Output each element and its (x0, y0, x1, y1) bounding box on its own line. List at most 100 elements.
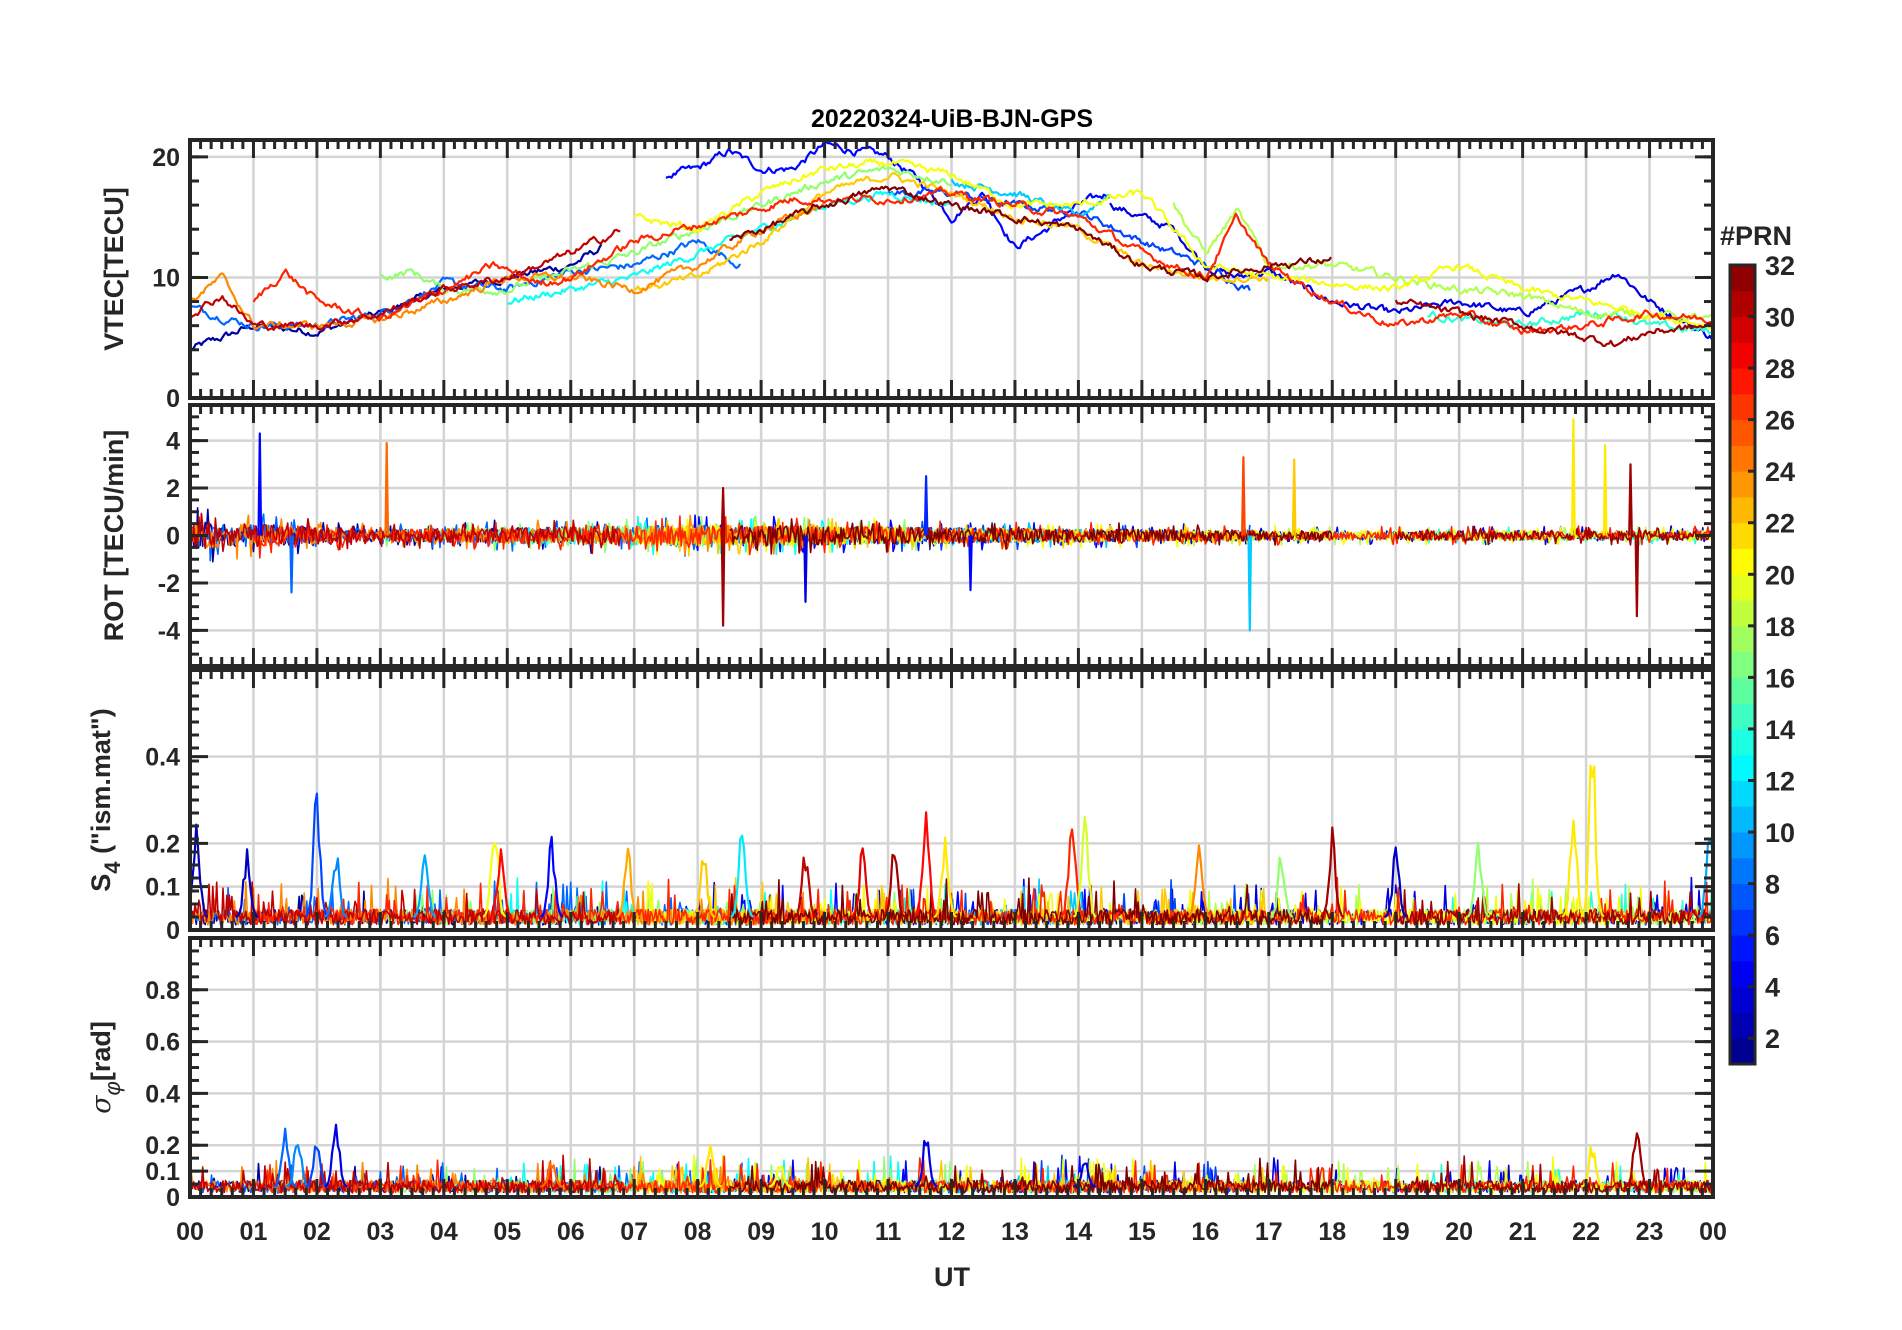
colorbar-band (1730, 471, 1755, 498)
y-tick-label: 0 (166, 1184, 180, 1212)
series-prn-31 (720, 486, 726, 536)
colorbar-band (1730, 728, 1755, 756)
colorbar-band (1730, 935, 1755, 962)
series-prn-27 (1059, 828, 1085, 918)
series-prn-29 (850, 847, 875, 918)
series-prn-8 (273, 1127, 298, 1188)
y-tick-label: 0.4 (145, 744, 180, 772)
y-axis-label: ROT [TECU/min] (99, 430, 129, 641)
x-tick-label: 16 (1191, 1218, 1219, 1246)
x-tick-label: 12 (938, 1218, 966, 1246)
colorbar-band (1730, 1038, 1755, 1065)
colorbar-band (1730, 522, 1755, 550)
series-prn-21 (1561, 819, 1586, 918)
y-label-subscript: φ (100, 1081, 125, 1095)
y-tick-label: -2 (158, 570, 180, 598)
y-tick-label: 20 (152, 144, 180, 172)
series-prn-32 (729, 185, 1332, 283)
colorbar-band (1730, 600, 1755, 627)
series-prn-25 (384, 441, 390, 536)
colorbar-band (1730, 960, 1755, 988)
colorbar-band (1730, 754, 1755, 781)
colorbar-band (1730, 1012, 1755, 1039)
series-prn-9 (286, 1144, 310, 1188)
x-tick-label: 22 (1572, 1218, 1600, 1246)
x-tick-label: 05 (493, 1218, 521, 1246)
x-tick-label: 06 (557, 1218, 585, 1246)
series-prn-31 (1394, 525, 1713, 546)
series-prn-8 (289, 535, 294, 594)
x-tick-label: 14 (1065, 1218, 1093, 1246)
series-prn-5 (257, 432, 263, 536)
y-tick-label: 2 (166, 475, 180, 503)
panel-sigma_phi: 00.10.2 0.4 0.6 0.8 σφ[rad] (86, 936, 1715, 1212)
colorbar-band (1730, 265, 1755, 292)
colorbar-tick-label: 14 (1765, 715, 1795, 745)
series-prn-20 (482, 842, 507, 918)
y-tick-label: 0 (166, 385, 180, 413)
series-prn-21 (933, 836, 958, 918)
series-prn-31 (1395, 1155, 1713, 1194)
x-tick-label: 10 (811, 1218, 839, 1246)
series-prn-21 (1580, 764, 1605, 918)
colorbar-frame (1728, 263, 1757, 1066)
x-axis-label: UT (934, 1262, 970, 1292)
colorbar-tick-label: 20 (1765, 560, 1795, 590)
series-prn-4 (323, 1123, 348, 1188)
colorbar-band (1730, 393, 1755, 421)
series-prn-17 (1269, 856, 1294, 918)
series-prn-21 (698, 1144, 723, 1188)
colorbar-tick-label: 10 (1765, 818, 1795, 848)
colorbar-tick-label: 2 (1765, 1024, 1780, 1054)
y-tick-label: -4 (158, 617, 180, 645)
x-tick-label: 19 (1382, 1218, 1410, 1246)
colorbar-band (1730, 832, 1755, 859)
y-label-rest: [rad] (86, 1021, 116, 1081)
colorbar-band (1730, 883, 1755, 910)
colorbar-tick-label: 26 (1765, 406, 1795, 436)
series-prn-31 (1394, 883, 1713, 926)
series-prn-12 (730, 834, 755, 918)
colorbar-band (1730, 548, 1755, 575)
data-lines (190, 140, 1713, 351)
x-tick-label: 11 (875, 1218, 902, 1246)
series-prn-22 (1291, 458, 1297, 536)
colorbar-tick-label: 18 (1765, 612, 1795, 642)
series-prn-10 (412, 854, 437, 918)
series-prn-31 (1320, 826, 1345, 918)
colorbar-tick-label: 24 (1765, 457, 1795, 487)
colorbar-band (1730, 806, 1755, 833)
x-tick-label: 03 (366, 1218, 394, 1246)
series-prn-28 (913, 811, 939, 918)
x-tick-label: 17 (1255, 1218, 1283, 1246)
y-axis-label: S4 ("ism.mat") (86, 708, 125, 891)
x-tick-label: 09 (747, 1218, 775, 1246)
series-prn-31 (1625, 1132, 1649, 1188)
series-prn-18 (1172, 202, 1713, 323)
series-prn-25 (540, 1161, 564, 1188)
data-lines (190, 418, 1713, 632)
data-lines (190, 764, 1713, 926)
colorbar-tick-label: 8 (1765, 870, 1780, 900)
series-prn-4 (803, 535, 808, 604)
colorbar-title: #PRN (1720, 221, 1792, 251)
y-label-main: σ (86, 1094, 117, 1114)
x-tick-label: 21 (1509, 1218, 1537, 1246)
colorbar-tick-label: 12 (1765, 766, 1795, 796)
panel-vtec: 0 10 20 VTEC[TECU] (99, 138, 1715, 413)
series-prn-20 (633, 158, 1713, 330)
colorbar-band (1730, 316, 1755, 343)
y-label-rest: ("ism.mat") (86, 708, 116, 861)
series-prn-32 (728, 1157, 1333, 1194)
x-tick-label: 23 (1636, 1218, 1664, 1246)
series-prn-5 (539, 835, 564, 918)
series-prn-11 (1247, 535, 1253, 632)
y-tick-label: 0 (166, 917, 180, 945)
colorbar-band (1730, 368, 1755, 395)
y-tick-label: 0.1 (145, 874, 180, 902)
x-tick-label: 20 (1445, 1218, 1473, 1246)
series-prn-6 (923, 475, 929, 536)
colorbar-tick-label: 30 (1765, 303, 1795, 333)
y-label-subscript: 4 (100, 861, 125, 874)
series-prn-32 (728, 877, 1333, 926)
